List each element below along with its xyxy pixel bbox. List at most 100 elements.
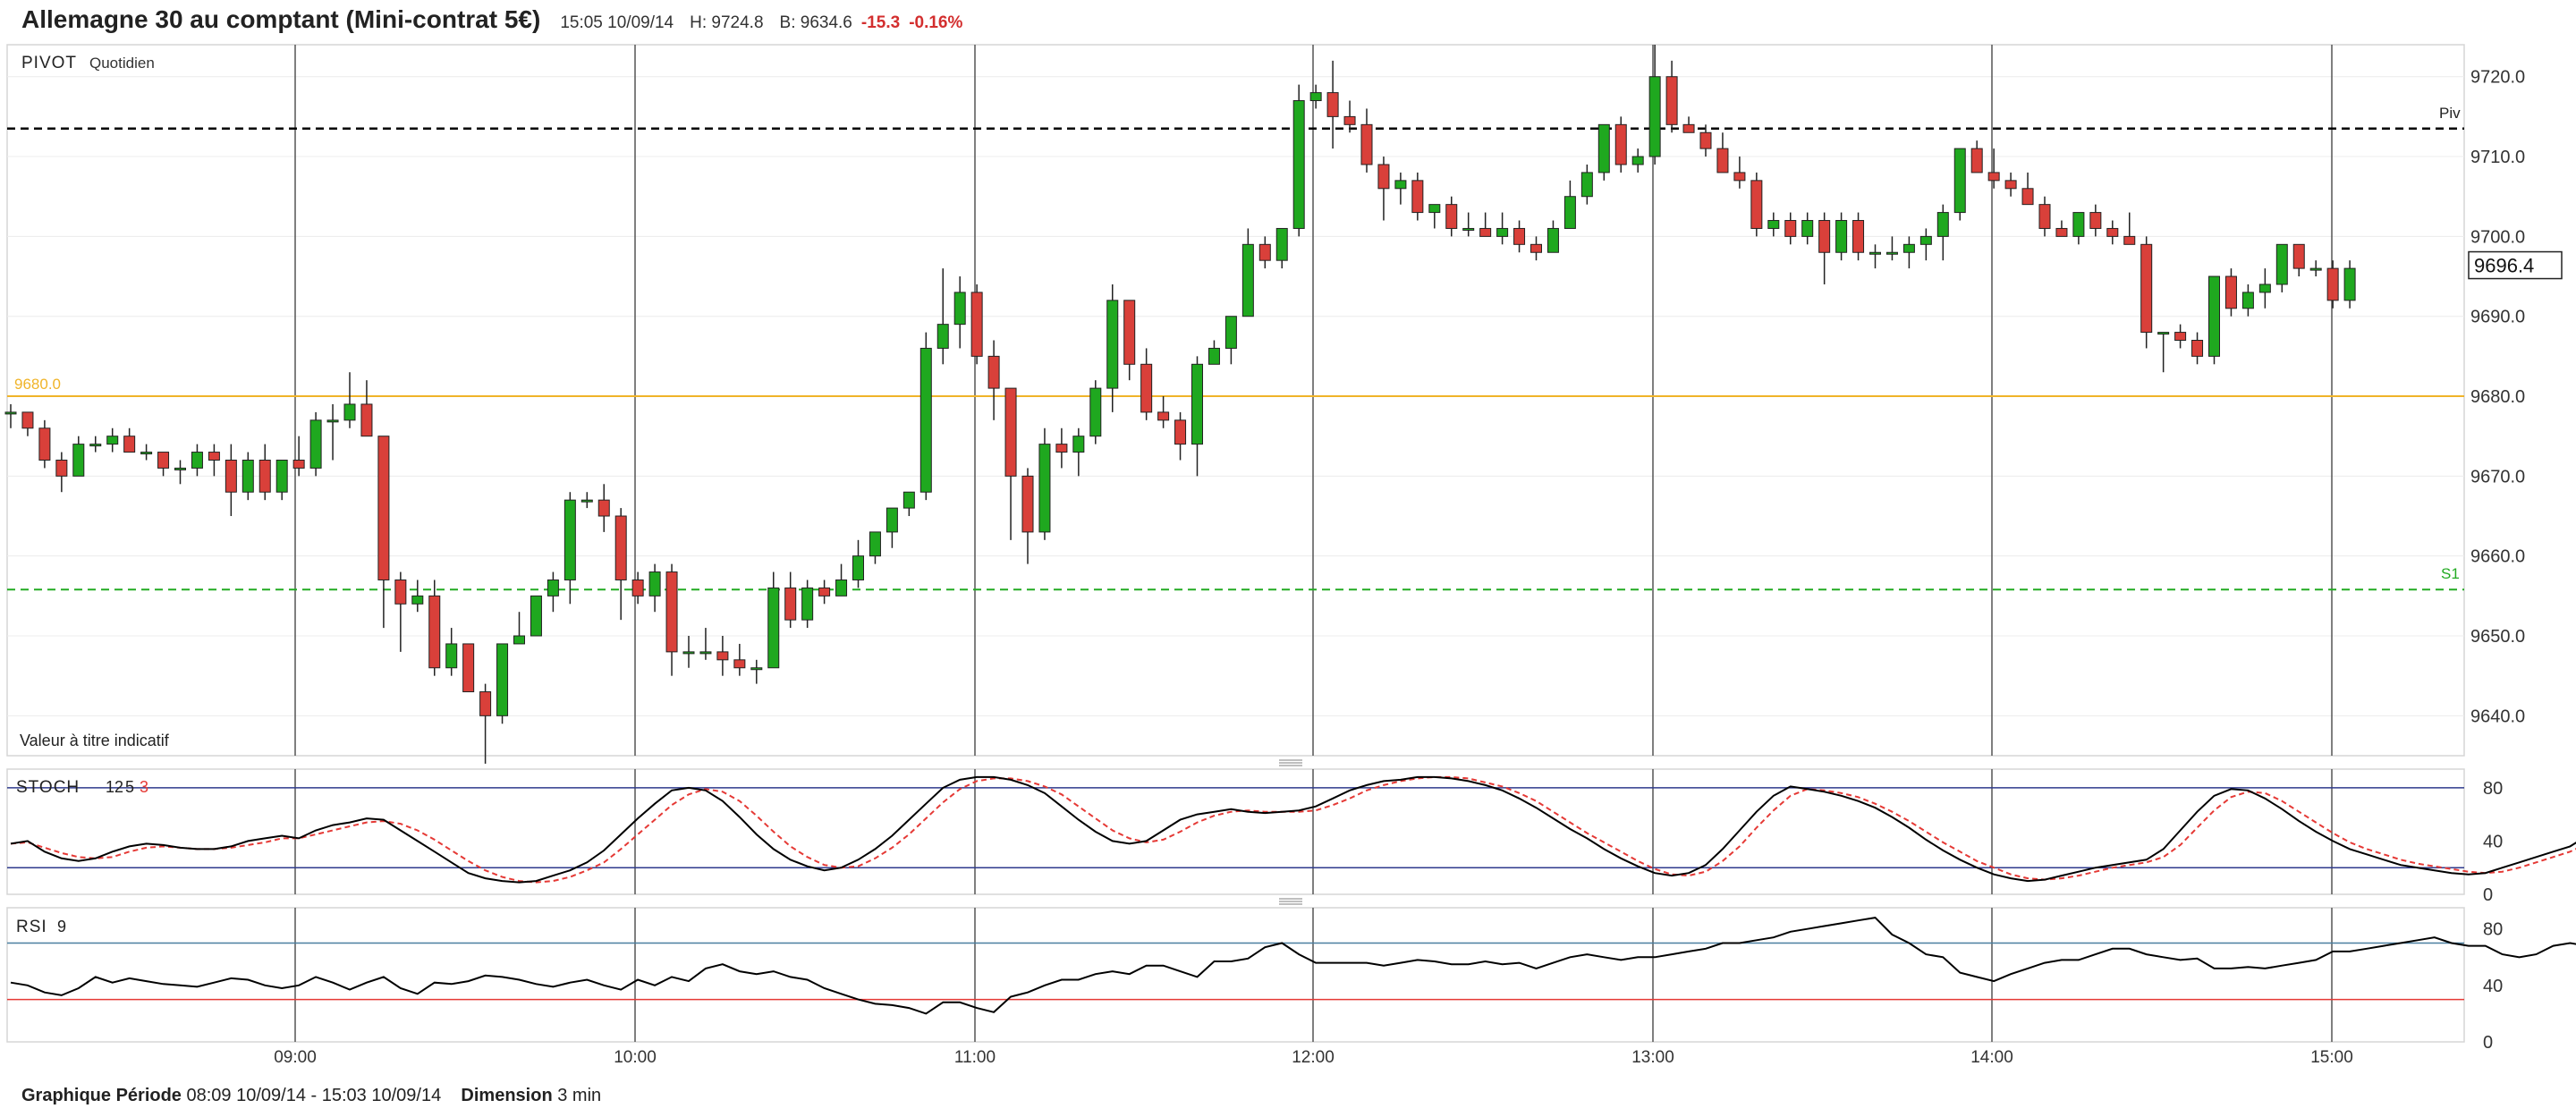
candle-up xyxy=(2258,283,2271,293)
candle-up xyxy=(1191,363,1203,445)
candle-down xyxy=(1716,148,1729,173)
candle-up xyxy=(1089,387,1102,437)
instrument-title: Allemagne 30 au comptant (Mini-contrat 5… xyxy=(21,5,541,33)
candle-up xyxy=(1953,148,1966,214)
candle-up xyxy=(953,292,966,326)
candle-up xyxy=(1546,227,1559,253)
candle-up xyxy=(191,452,203,469)
candle-up xyxy=(242,459,254,493)
candle-down xyxy=(377,436,390,580)
candle-down xyxy=(157,452,170,469)
candle-down xyxy=(1123,300,1136,365)
main-panel-sublabel: Quotidien xyxy=(89,55,155,72)
candle-up xyxy=(530,595,542,637)
candle-up xyxy=(4,411,17,415)
candle-down xyxy=(1343,115,1356,125)
candle-down xyxy=(38,427,51,461)
candle-up xyxy=(648,571,661,597)
candle-down xyxy=(258,459,271,493)
candle-up xyxy=(936,324,949,349)
main-y-tick-label: 9670.0 xyxy=(2470,467,2525,487)
candle-up xyxy=(89,444,102,447)
candle-down xyxy=(1665,76,1678,125)
candle-up xyxy=(1428,204,1441,214)
candle-down xyxy=(987,355,1000,389)
chart-footer: Graphique Période 08:09 10/09/14 - 15:03… xyxy=(21,1086,601,1106)
candle-up xyxy=(445,643,458,669)
candle-down xyxy=(784,587,797,621)
candle-down xyxy=(208,452,220,461)
candle-up xyxy=(902,491,915,509)
candle-up xyxy=(1309,92,1322,102)
candle-down xyxy=(597,499,610,517)
candle-down xyxy=(360,403,373,437)
candle-down xyxy=(1682,123,1695,133)
rsi-y-tick-label: 80 xyxy=(2483,920,2503,940)
candle-up xyxy=(1767,220,1780,229)
candle-down xyxy=(2038,204,2051,229)
candle-up xyxy=(767,587,780,669)
last-price-label: 9696.4 xyxy=(2474,255,2534,277)
candle-down xyxy=(1614,123,1627,165)
candle-down xyxy=(1411,180,1424,214)
main-y-tick-label: 9700.0 xyxy=(2470,227,2525,247)
candle-down xyxy=(2292,243,2305,269)
session-high: H: 9724.8 xyxy=(690,13,764,32)
candle-up xyxy=(699,651,712,655)
candle-down xyxy=(2089,212,2102,229)
main-y-tick-label: 9650.0 xyxy=(2470,627,2525,647)
candle-down xyxy=(225,459,237,493)
candle-up xyxy=(1801,220,1814,237)
candle-down xyxy=(1818,220,1831,253)
candle-down xyxy=(1326,92,1339,117)
x-axis-time-label: 14:00 xyxy=(1970,1048,2013,1067)
candle-down xyxy=(1699,131,1712,149)
stoch-param: 3 xyxy=(140,778,148,796)
rsi-param: 9 xyxy=(57,918,66,935)
candle-down xyxy=(631,579,644,597)
candle-up xyxy=(2072,212,2085,237)
x-axis-time-label: 09:00 xyxy=(274,1048,317,1067)
candle-down xyxy=(2174,332,2187,342)
candle-up xyxy=(1496,227,1509,237)
candle-up xyxy=(547,579,559,597)
candle-up xyxy=(852,555,864,580)
s1-level-label: S1 xyxy=(2441,565,2460,582)
candle-up xyxy=(343,403,356,421)
candle-down xyxy=(614,515,627,580)
candle-up xyxy=(2157,332,2170,335)
candle-up xyxy=(1462,227,1475,231)
candle-up xyxy=(1394,180,1407,190)
candle-up xyxy=(1580,172,1593,198)
x-axis-time-label: 10:00 xyxy=(614,1048,657,1067)
price-change-percent: -0.16% xyxy=(909,13,963,32)
main-y-tick-label: 9680.0 xyxy=(2470,387,2525,407)
pivot-level-label: Piv xyxy=(2439,105,2461,122)
candle-up xyxy=(1072,436,1085,453)
candle-up xyxy=(106,436,119,445)
candle-down xyxy=(2224,275,2237,309)
candle-down xyxy=(55,459,68,477)
candle-down xyxy=(2004,180,2017,190)
candle-down xyxy=(1258,243,1271,261)
candle-up xyxy=(2309,267,2322,271)
candle-down xyxy=(1784,220,1797,237)
rsi-line xyxy=(10,917,2576,1015)
candle-up xyxy=(513,635,525,645)
candle-down xyxy=(2140,243,2153,334)
price-change: -15.3 xyxy=(860,13,901,32)
candle-up xyxy=(1106,300,1119,389)
candle-up xyxy=(1241,243,1254,317)
candle-down xyxy=(1377,164,1390,190)
candle-up xyxy=(275,459,288,493)
candle-up xyxy=(1208,347,1220,365)
candle-down xyxy=(479,691,492,716)
candle-down xyxy=(1530,243,1542,253)
candle-up xyxy=(411,595,424,605)
period-label: Graphique Période xyxy=(21,1086,182,1105)
candle-up xyxy=(919,347,932,493)
quote-time: 15:05 10/09/14 xyxy=(560,13,674,32)
x-axis-time-label: 12:00 xyxy=(1292,1048,1335,1067)
indicative-note: Valeur à titre indicatif xyxy=(20,732,170,749)
